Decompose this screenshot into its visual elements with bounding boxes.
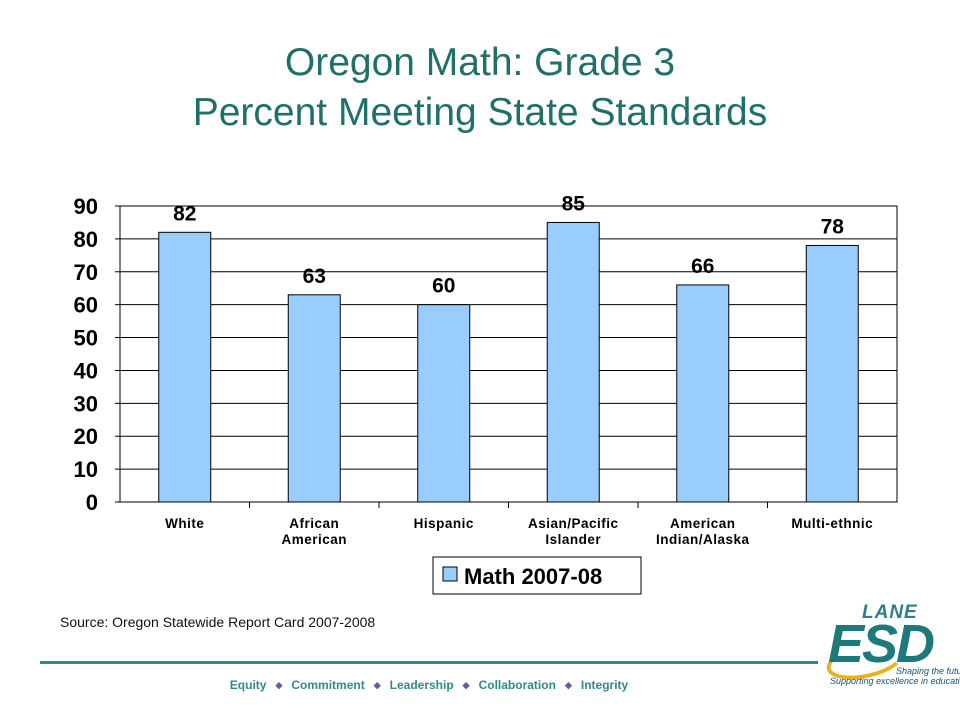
y-tick-label: 80 (74, 227, 98, 252)
y-tick-label: 90 (74, 194, 98, 219)
y-tick-label: 40 (74, 358, 98, 383)
footer-value: Equity (229, 678, 267, 692)
bar (546, 221, 600, 503)
legend-label: Math 2007-08 (464, 564, 602, 589)
x-tick-label: Hispanic (414, 516, 474, 531)
x-tick-label: American (281, 532, 347, 547)
x-tick-label: Islander (545, 532, 601, 547)
source-note: Source: Oregon Statewide Report Card 200… (60, 614, 376, 630)
bar (158, 231, 212, 503)
bar (417, 304, 471, 503)
footer-separator: ◆ (275, 680, 283, 690)
y-tick-label: 50 (74, 326, 98, 351)
legend-box (432, 556, 642, 595)
footer-value: Integrity (580, 678, 629, 692)
data-label: 63 (303, 265, 326, 288)
bar (287, 294, 341, 503)
data-label: 78 (821, 215, 845, 238)
footer-value: Leadership (389, 678, 454, 692)
y-tick-label: 20 (74, 424, 98, 449)
bar (805, 244, 859, 503)
x-tick-label: African (289, 516, 339, 531)
y-tick-label: 0 (86, 490, 98, 515)
logo-esd-text: ESD (828, 614, 935, 674)
data-label: 66 (691, 255, 714, 278)
logo-tagline-1: Shaping the future: (896, 666, 960, 676)
x-tick-label: American (670, 516, 736, 531)
footer-separator: ◆ (462, 680, 470, 690)
y-tick-label: 10 (74, 457, 98, 482)
legend-swatch (442, 566, 458, 582)
bar (676, 284, 730, 503)
logo-lane-text: LANE (862, 602, 918, 623)
x-tick-label: Multi-ethnic (791, 516, 873, 531)
x-tick-label: White (165, 516, 204, 531)
y-tick-label: 70 (74, 260, 98, 285)
x-tick-label: Indian/Alaska (656, 532, 750, 547)
data-label: 85 (562, 192, 586, 215)
y-tick-label: 60 (74, 293, 98, 318)
chart-title: Oregon Math: Grade 3 Percent Meeting Sta… (0, 38, 960, 138)
x-tick-label: Asian/Pacific (528, 516, 619, 531)
y-tick-label: 30 (74, 391, 98, 416)
data-label: 60 (432, 275, 455, 298)
footer-value: Collaboration (478, 678, 556, 692)
footer-values: Equity ◆ Commitment ◆ Leadership ◆ Collaborati… (40, 678, 818, 692)
lane-esd-logo: LANE ESD Shaping the future: Supporting … (818, 600, 960, 690)
plot-area (119, 205, 898, 503)
footer-separator: ◆ (373, 680, 381, 690)
footer-value: Commitment (291, 678, 365, 692)
title-line-1: Oregon Math: Grade 3 (284, 41, 676, 84)
data-label: 82 (173, 202, 196, 225)
footer-separator: ◆ (564, 680, 572, 690)
title-line-2: Percent Meeting State Standards (192, 91, 768, 134)
footer-divider (40, 661, 818, 664)
logo-tagline-2: Supporting excellence in education (830, 676, 960, 686)
